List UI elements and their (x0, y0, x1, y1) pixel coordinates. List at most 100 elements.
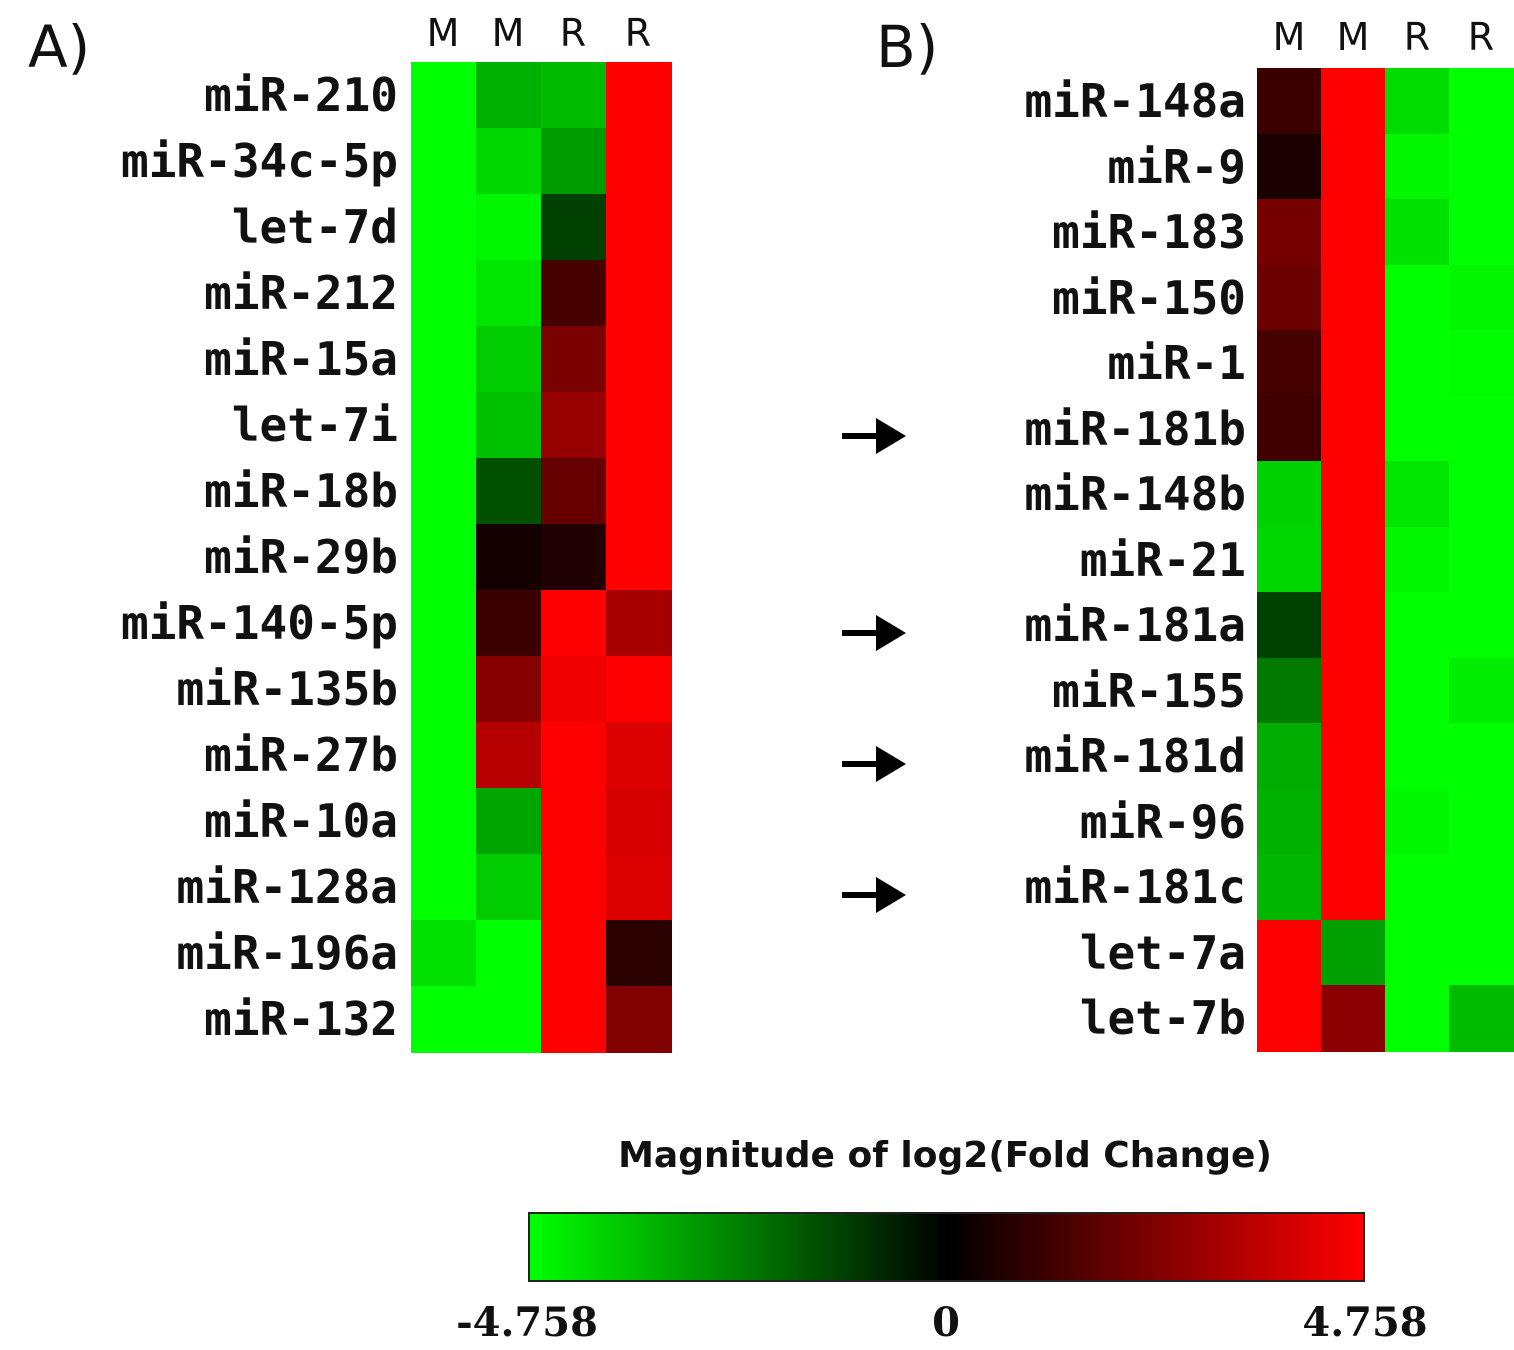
heatmap-cell (606, 590, 672, 657)
heatmap-cell (1385, 919, 1450, 986)
row-label: miR-96 (1079, 794, 1246, 849)
row-label: let-7b (1079, 991, 1246, 1045)
heatmap-cell (411, 260, 477, 327)
heatmap-cell (1257, 854, 1322, 921)
row-label: miR-140-5p (121, 596, 398, 650)
arrow-icon (842, 614, 906, 651)
heatmap-cell (411, 854, 477, 921)
heatmap-cell (1385, 199, 1450, 266)
heatmap-cell (476, 392, 542, 459)
panel-label: A) (28, 13, 91, 81)
panel-label: B) (876, 13, 939, 81)
heatmap-cell (606, 326, 672, 393)
heatmap-cell (476, 920, 542, 987)
heatmap-cell (606, 656, 672, 723)
heatmap-cell (1257, 395, 1322, 462)
column-label: R (624, 11, 652, 55)
heatmap-cell (1321, 133, 1386, 200)
heatmap-cell (1385, 133, 1450, 200)
heatmap-cell (541, 986, 607, 1053)
heatmap-cell (1321, 461, 1386, 528)
column-label: M (491, 11, 525, 55)
heatmap-cell (1321, 395, 1386, 462)
heatmap-cell (476, 62, 542, 129)
arrow-icon (842, 876, 906, 913)
row-label: miR-34c-5p (121, 134, 398, 188)
heatmap-cell (1385, 68, 1450, 135)
heatmap-cell (1449, 985, 1514, 1052)
heatmap-cell (1321, 657, 1386, 724)
row-label: miR-21 (1079, 532, 1246, 587)
heatmap-cell (606, 62, 672, 129)
heatmap-cell (541, 920, 607, 987)
heatmap-cell (1321, 264, 1386, 331)
row-label: let-7d (231, 200, 398, 254)
row-label: miR-148b (1024, 467, 1246, 521)
heatmap-cell (606, 194, 672, 261)
heatmap-cell (1321, 330, 1386, 397)
heatmap-cell (476, 986, 542, 1053)
heatmap-cell (541, 260, 607, 327)
heatmap-cell (1449, 68, 1514, 135)
heatmap-cell (411, 920, 477, 987)
heatmap-cell (1321, 854, 1386, 921)
heatmap-cell (411, 524, 477, 591)
row-label: miR-181a (1024, 598, 1246, 652)
heatmap-cell (1449, 526, 1514, 593)
heatmap-cell (606, 392, 672, 459)
row-label: let-7i (231, 398, 398, 452)
row-label: miR-155 (1052, 663, 1246, 718)
heatmap-cell (1257, 985, 1322, 1052)
heatmap-cell (1449, 788, 1514, 855)
heatmap-cell (541, 590, 607, 657)
heatmap-cell (1385, 985, 1450, 1052)
heatmap-cell (411, 656, 477, 723)
heatmap-cell (1257, 592, 1322, 659)
heatmap-cell (1385, 788, 1450, 855)
heatmap-cell (541, 656, 607, 723)
heatmap-cell (541, 722, 607, 789)
heatmap-cell (1257, 68, 1322, 135)
heatmap-cell (1449, 723, 1514, 790)
heatmap-cell (1385, 330, 1450, 397)
heatmap-cell (1449, 199, 1514, 266)
heatmap-cell (1321, 723, 1386, 790)
heatmap-cell (1385, 264, 1450, 331)
heatmap-cell (1449, 657, 1514, 724)
row-label: miR-29b (204, 530, 398, 584)
heatmap-cell (1385, 854, 1450, 921)
column-label: R (559, 11, 587, 55)
row-label: miR-27b (204, 728, 398, 782)
heatmap-cell (1321, 788, 1386, 855)
heatmap-cell (411, 62, 477, 129)
heatmap-cell (411, 128, 477, 195)
heatmap-cell (1449, 133, 1514, 200)
heatmap-cell (1385, 592, 1450, 659)
row-label: miR-15a (204, 332, 398, 386)
heatmap-cell (1385, 461, 1450, 528)
heatmap-cell (1385, 526, 1450, 593)
heatmap-cell (606, 854, 672, 921)
scale-mid-label: 0 (932, 1299, 960, 1346)
heatmap-cell (476, 524, 542, 591)
heatmap-cell (476, 854, 542, 921)
row-label: miR-150 (1052, 270, 1246, 325)
row-label: miR-10a (204, 794, 398, 848)
heatmap-cell (476, 128, 542, 195)
row-label: miR-181b (1024, 401, 1246, 456)
heatmap-cell (476, 788, 542, 855)
heatmap-cell (1257, 461, 1322, 528)
heatmap-cell (1257, 657, 1322, 724)
heatmap-cell (606, 128, 672, 195)
heatmap-cell (606, 788, 672, 855)
heatmap-cell (411, 986, 477, 1053)
column-label: R (1403, 15, 1431, 59)
heatmap-cell (1257, 919, 1322, 986)
heatmap-cell (1257, 133, 1322, 200)
legend-title: Magnitude of log2(Fold Change) (618, 1135, 1272, 1176)
row-label: miR-181c (1024, 860, 1246, 914)
heatmap-cell (1449, 592, 1514, 659)
heatmap-cell (1449, 395, 1514, 462)
heatmap-cell (1449, 330, 1514, 397)
heatmap-cell (541, 62, 607, 129)
